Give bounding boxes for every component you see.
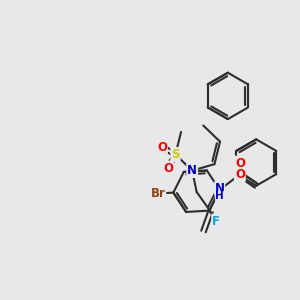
- Text: H: H: [215, 191, 224, 201]
- Text: Br: Br: [151, 187, 165, 200]
- Text: O: O: [163, 161, 173, 175]
- Text: S: S: [171, 148, 180, 161]
- Text: N: N: [187, 164, 197, 177]
- Text: F: F: [212, 214, 220, 227]
- Text: O: O: [157, 140, 167, 154]
- Text: N: N: [215, 182, 225, 195]
- Text: O: O: [235, 157, 245, 169]
- Text: O: O: [235, 168, 245, 181]
